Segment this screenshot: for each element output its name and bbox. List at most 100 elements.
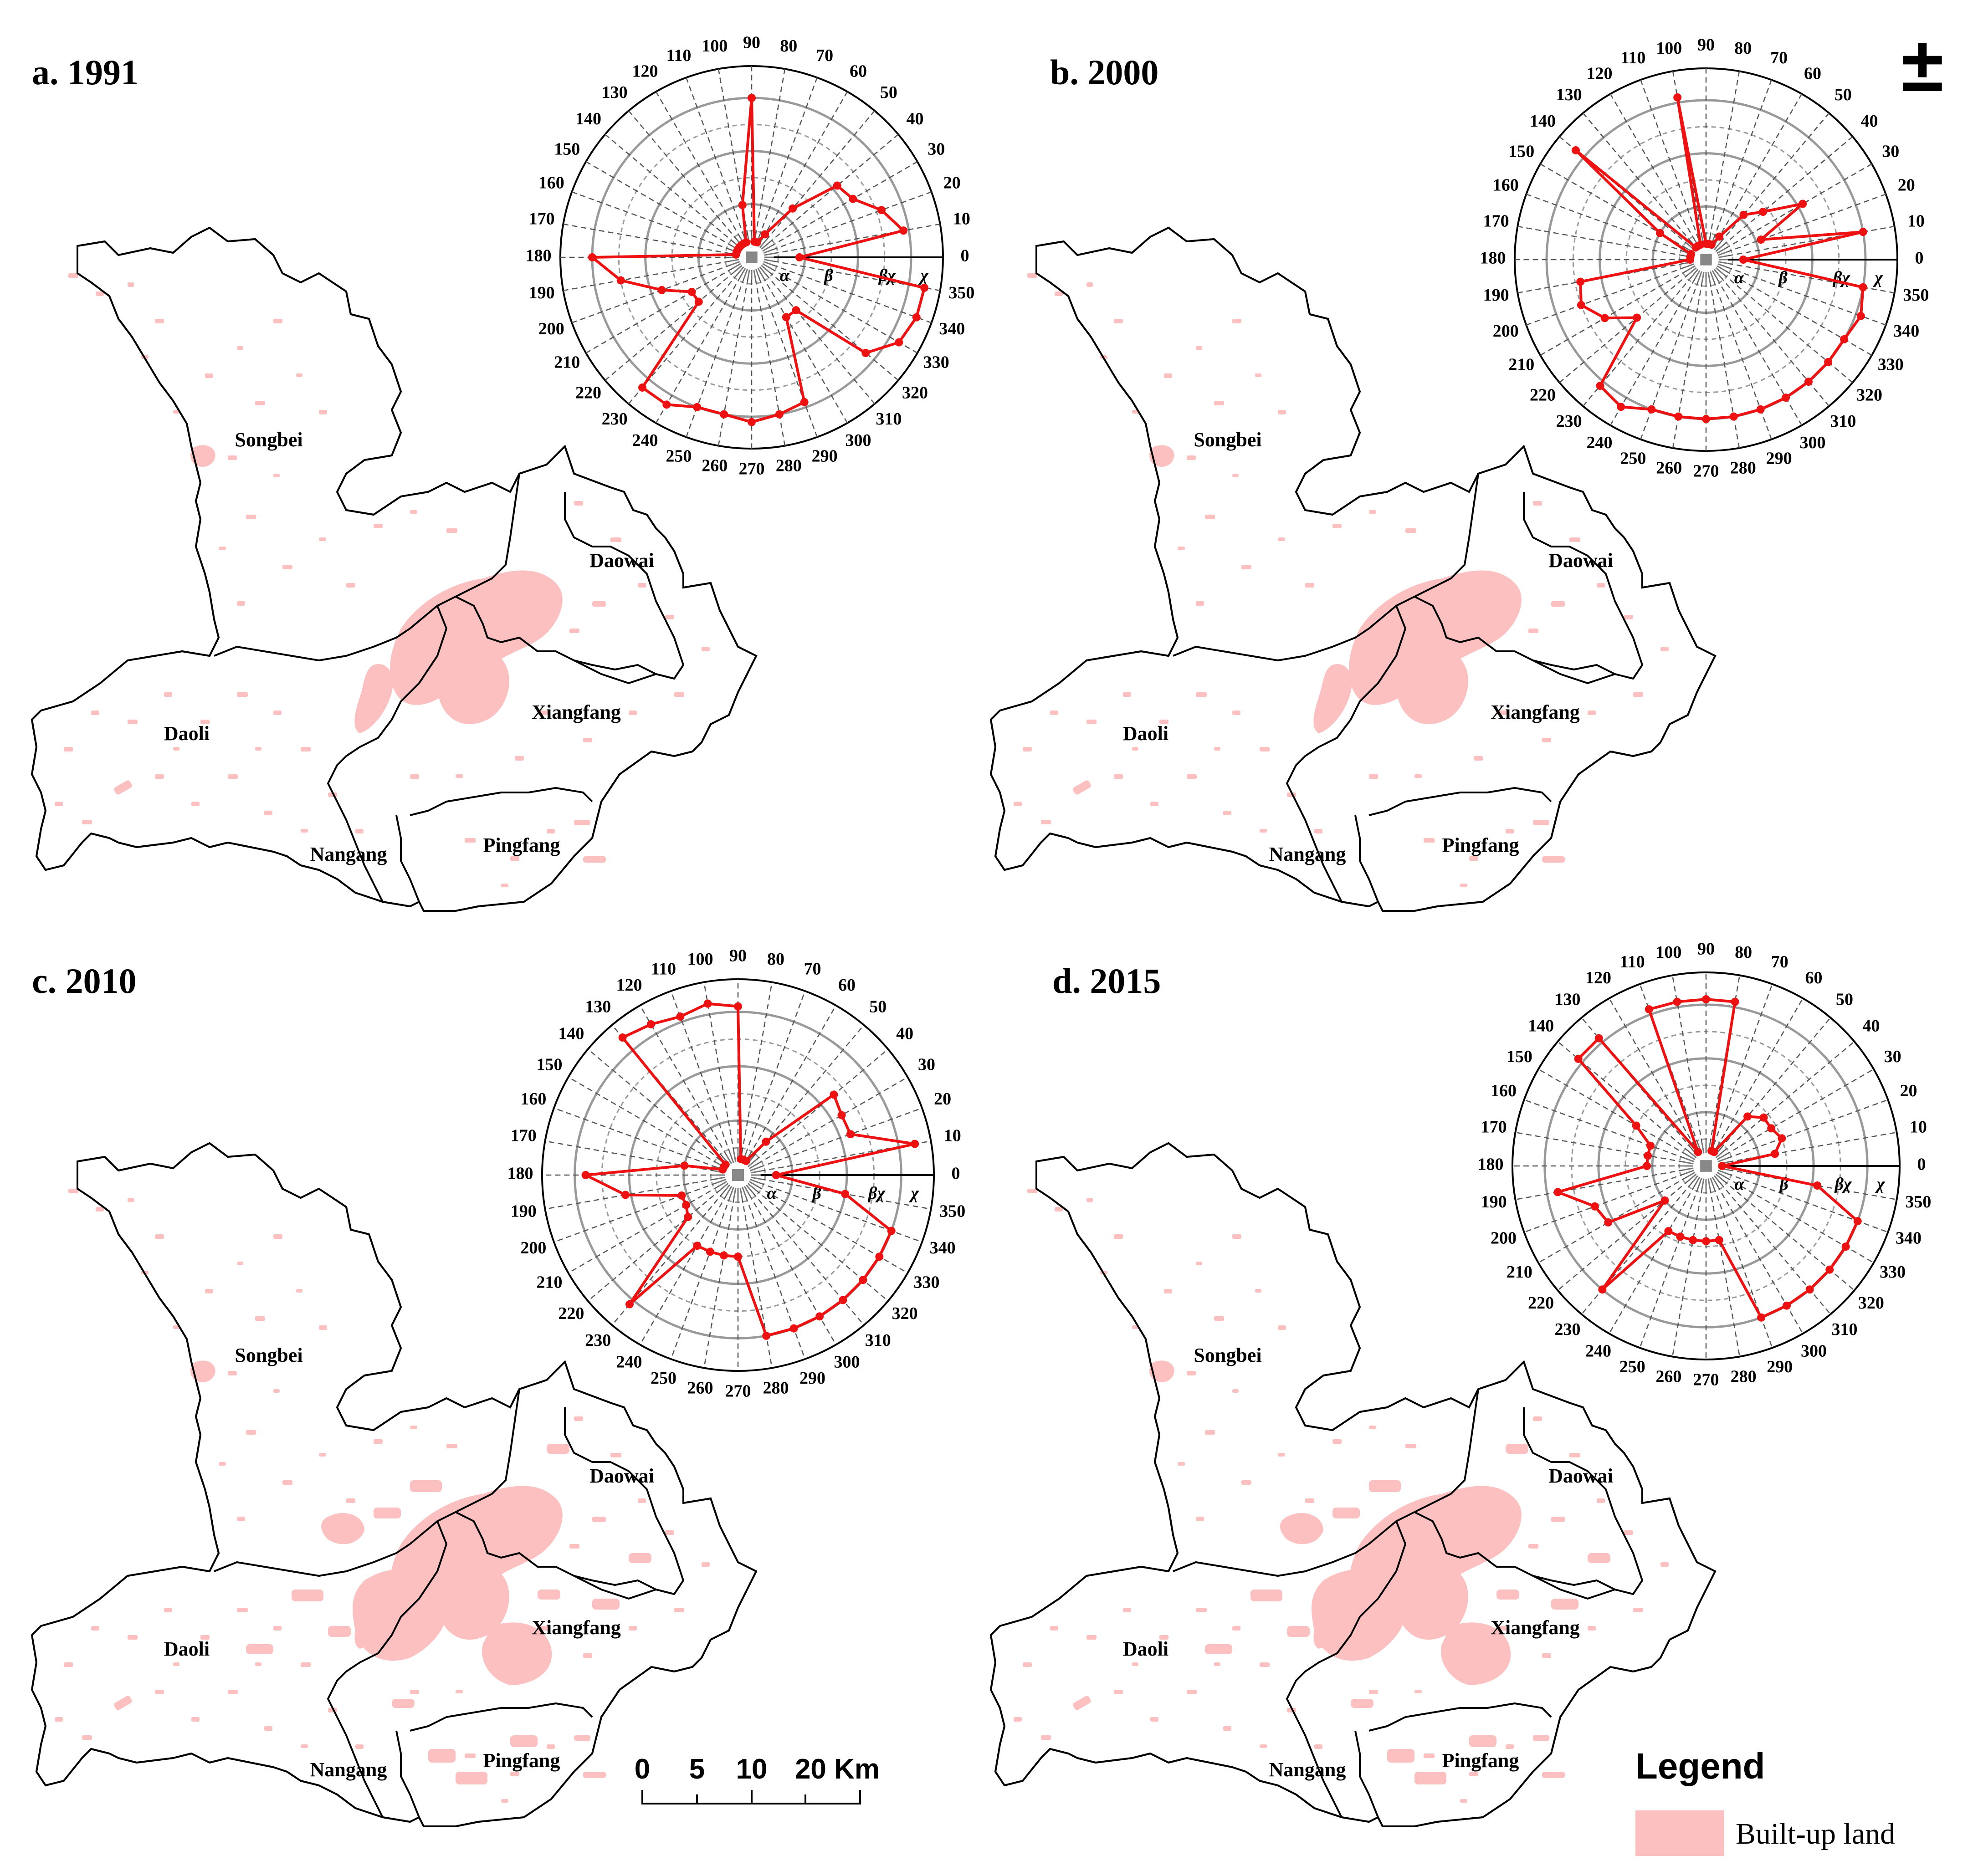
legend-swatch-built-up xyxy=(1635,1810,1724,1856)
radar-spoke xyxy=(1609,998,1696,1147)
radar-point xyxy=(1715,232,1724,241)
radar-ring-label: α xyxy=(780,266,790,285)
radar-ring-label: α xyxy=(1734,268,1744,287)
radar-point xyxy=(846,1130,855,1139)
radar-angle-label: 120 xyxy=(1585,968,1611,987)
radar-point xyxy=(887,1227,896,1235)
radar-point xyxy=(1655,229,1664,237)
radar-angle-label: 20 xyxy=(1900,1081,1917,1100)
radar-centre-tick xyxy=(1712,270,1718,279)
radar-centre-tick xyxy=(730,261,740,266)
radar-angle-label: 120 xyxy=(616,976,642,995)
radar-spoke xyxy=(745,1196,806,1360)
district-label-xiangfang: Xiangfang xyxy=(1491,701,1580,723)
radar-point xyxy=(1731,997,1739,1006)
legend: Legend Built-up land xyxy=(1635,1746,1895,1856)
radar-centre-tick xyxy=(747,1183,756,1191)
radar-spoke xyxy=(611,1192,724,1326)
radar-point xyxy=(1739,210,1748,219)
radar-angle-label: 250 xyxy=(651,1369,676,1388)
radar-angle-label: 180 xyxy=(507,1164,533,1183)
radar-angle-label: 330 xyxy=(923,353,949,372)
radar-point xyxy=(703,999,712,1008)
radar-angle-label: 310 xyxy=(1832,1320,1858,1339)
radar-spoke xyxy=(571,264,731,323)
radar-spoke xyxy=(773,223,940,254)
radar-centre-tick xyxy=(748,1163,758,1170)
radar-centre-tick xyxy=(1688,1173,1697,1181)
radar-point xyxy=(920,283,929,292)
radar-spoke xyxy=(568,1186,719,1274)
legend-title: Legend xyxy=(1635,1746,1765,1786)
radar-point xyxy=(877,206,886,215)
radar-spoke xyxy=(1609,278,1696,426)
radar-angle-label: 150 xyxy=(1507,1047,1532,1066)
radar-point xyxy=(782,313,790,322)
radar-spoke xyxy=(748,1194,837,1345)
district-label-songbei: Songbei xyxy=(1194,1344,1261,1366)
radar-angle-label: 110 xyxy=(666,46,691,65)
district-label-daowai: Daowai xyxy=(589,1465,654,1487)
radar-point xyxy=(682,1201,691,1209)
radar-point xyxy=(1686,256,1694,264)
radar-angle-label: 250 xyxy=(1620,449,1646,468)
radar-spoke xyxy=(772,191,932,250)
radar-angle-label: 210 xyxy=(537,1273,563,1292)
radar-centre-tick xyxy=(743,1186,750,1195)
radar-centre-tick xyxy=(729,1153,734,1163)
radar-point xyxy=(693,1242,702,1250)
radar-spoke xyxy=(587,1189,721,1302)
radar-angle-label: 70 xyxy=(1770,48,1788,67)
radar-point xyxy=(1804,378,1813,386)
radar-centre-tick xyxy=(750,1179,760,1184)
radar-angle-label: 150 xyxy=(537,1055,563,1074)
radar-spoke xyxy=(757,1186,908,1274)
radar-centre-tick xyxy=(1717,1157,1727,1162)
legend-label-built-up: Built-up land xyxy=(1736,1817,1895,1850)
radar-angle-label: 200 xyxy=(538,319,564,338)
radar-angle-label: 60 xyxy=(1805,968,1823,987)
radar-angle-label: 40 xyxy=(907,109,924,128)
radar-angle-label: 340 xyxy=(1893,322,1919,341)
scale-bar xyxy=(641,1790,861,1804)
radar-spoke xyxy=(1583,112,1692,243)
radar-spoke xyxy=(1526,266,1686,326)
radar-point xyxy=(839,1296,847,1304)
district-label-xiangfang: Xiangfang xyxy=(532,1616,621,1639)
radar-ring-label: β xyxy=(811,1184,821,1203)
radar-spoke xyxy=(1557,1041,1690,1152)
radar-centre-tick xyxy=(1701,272,1705,282)
radar-point xyxy=(680,1161,689,1170)
radar-angle-label: 190 xyxy=(1483,286,1509,305)
radar-angle-label: 210 xyxy=(1508,355,1534,374)
radar-angle-label: 200 xyxy=(1491,1228,1517,1247)
radar-spoke xyxy=(1709,71,1740,238)
radar-angle-label: 220 xyxy=(1530,386,1556,405)
radar-point xyxy=(795,253,804,261)
map-panel-4: d. 2015 Songbei Daowai Daoli Xiangfang Nangan… xyxy=(990,940,1931,1827)
radar-spoke xyxy=(1725,1068,1874,1155)
radar-angle-label: 10 xyxy=(1907,211,1925,230)
radar-point xyxy=(1856,312,1865,320)
radar-angle-label: 210 xyxy=(554,353,580,372)
radar-angle-label: 350 xyxy=(1903,286,1929,305)
radar-point xyxy=(1643,1162,1651,1170)
radar-centre-tick xyxy=(1688,267,1697,275)
radar-spoke xyxy=(759,1107,922,1168)
radar-point xyxy=(1707,1146,1716,1155)
radar-spoke xyxy=(770,268,918,354)
radar-angle-label: 40 xyxy=(896,1024,913,1043)
radar-point xyxy=(761,230,769,239)
radar-point xyxy=(1840,335,1849,343)
radar-point xyxy=(694,297,703,306)
radar-point xyxy=(1743,1112,1752,1121)
radar-angle-label: 300 xyxy=(1801,1341,1827,1360)
radar-angle-label: 0 xyxy=(952,1164,960,1183)
radar-centre-tick xyxy=(1717,1170,1727,1175)
radar-centre-tick xyxy=(740,268,746,277)
radar-centre-tick xyxy=(718,1181,728,1187)
radar-angle-label: 60 xyxy=(1804,64,1821,83)
radar-point xyxy=(621,1191,630,1199)
radar-point xyxy=(1574,1054,1583,1063)
radar-point xyxy=(1691,243,1700,252)
